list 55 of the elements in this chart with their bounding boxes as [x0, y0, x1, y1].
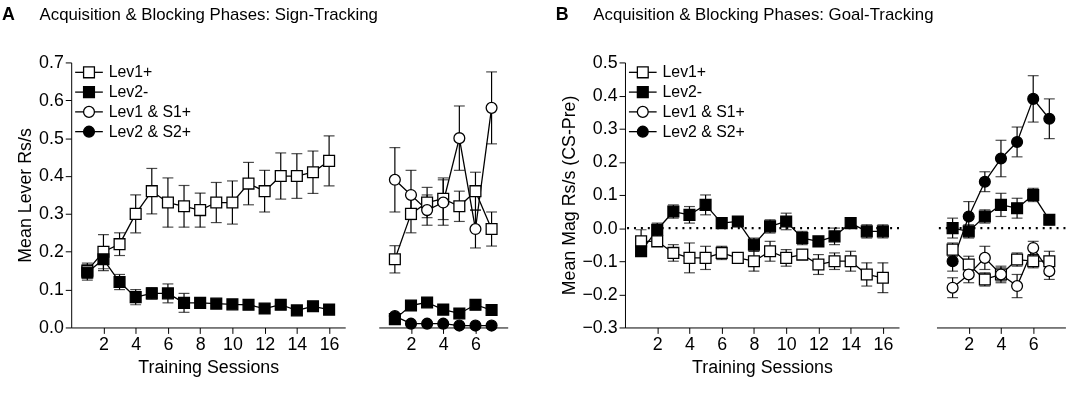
legend-label: Lev1+ [108, 63, 153, 81]
x-tick-label: 6 [717, 333, 728, 354]
text: A [1, 3, 15, 24]
x-tick-label: 14 [841, 333, 862, 354]
text: B [555, 3, 569, 24]
legend-label: Lev1+ [662, 63, 707, 81]
legend-label: Lev2- [662, 83, 703, 101]
legend-label: Lev1 & S1+ [662, 102, 745, 120]
y-tick-label: −0.2 [582, 283, 618, 304]
x-tick-label: 12 [809, 333, 829, 354]
y-tick-label: 0.4 [592, 85, 618, 105]
x-axis-title: Training Sessions [692, 357, 833, 378]
y-tick-label: 0.7 [39, 51, 64, 72]
y-tick-label: 0.1 [592, 184, 618, 205]
x-tick-label: 6 [1028, 333, 1039, 354]
x-tick-label: 6 [163, 333, 174, 354]
x-tick-label: 10 [222, 333, 243, 354]
legend-label: Lev1 & S1+ [108, 102, 191, 120]
y-tick-label: 0.6 [39, 89, 64, 110]
x-tick-label: 4 [131, 333, 142, 354]
y-axis-title: Mean Mag Rs/s (CS-Pre) [558, 95, 579, 296]
legend-label: Lev2- [108, 83, 149, 101]
x-tick-label: 8 [749, 333, 760, 354]
y-axis-title: Mean Lever Rs/s [15, 128, 36, 263]
y-tick-label: 0.3 [39, 203, 64, 224]
chart-title: Acquisition & Blocking Phases: Goal-Tracking [593, 4, 934, 24]
x-tick-label: 10 [776, 333, 797, 354]
y-tick-label: 0.1 [39, 279, 64, 300]
y-tick-label: 0.0 [592, 217, 618, 238]
legend-label: Lev2 & S2+ [108, 122, 191, 140]
x-tick-label: 16 [319, 333, 340, 354]
x-tick-label: 6 [471, 333, 481, 354]
y-tick-label: 0.2 [39, 241, 64, 262]
y-tick-label: 0.5 [39, 127, 64, 148]
x-tick-label: 4 [996, 333, 1007, 354]
x-tick-label: 2 [98, 333, 109, 354]
y-tick-label: −0.1 [582, 250, 618, 271]
x-tick-label: 2 [652, 333, 663, 354]
x-tick-label: 2 [964, 333, 975, 354]
y-tick-label: −0.3 [582, 316, 618, 337]
x-tick-label: 2 [406, 333, 417, 354]
y-tick-label: 0.0 [39, 316, 64, 337]
x-tick-label: 14 [287, 333, 308, 354]
legend-label: Lev2 & S2+ [662, 122, 745, 140]
y-tick-label: 0.3 [592, 118, 618, 139]
x-tick-label: 12 [255, 333, 276, 354]
x-tick-label: 4 [685, 333, 695, 354]
x-tick-label: 16 [873, 333, 894, 354]
y-tick-label: 0.2 [592, 151, 618, 172]
x-tick-label: 8 [195, 333, 206, 354]
x-axis-title: Training Sessions [138, 357, 280, 378]
chart-title: Acquisition & Blocking Phases: Sign-Tracking [39, 4, 378, 24]
x-tick-label: 4 [438, 333, 449, 354]
y-tick-label: 0.4 [39, 165, 64, 186]
y-tick-label: 0.5 [592, 51, 618, 72]
